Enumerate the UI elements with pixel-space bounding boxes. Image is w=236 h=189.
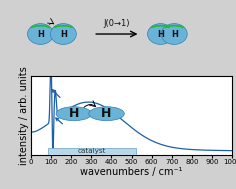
Text: catalyst: catalyst — [77, 148, 106, 154]
Text: H: H — [69, 107, 79, 120]
Circle shape — [56, 107, 92, 121]
Text: H: H — [171, 29, 178, 39]
Bar — [48, 148, 136, 155]
X-axis label: wavenumbers / cm⁻¹: wavenumbers / cm⁻¹ — [80, 167, 183, 177]
Text: J(0→1): J(0→1) — [104, 19, 130, 28]
Circle shape — [148, 24, 173, 44]
Text: H: H — [101, 107, 112, 120]
Circle shape — [50, 24, 76, 44]
Circle shape — [28, 24, 54, 44]
Text: H: H — [37, 29, 44, 39]
Circle shape — [161, 24, 187, 44]
Y-axis label: intensity / arb. units: intensity / arb. units — [19, 66, 29, 165]
Text: H: H — [157, 29, 164, 39]
Circle shape — [89, 107, 124, 121]
Text: H: H — [60, 29, 67, 39]
